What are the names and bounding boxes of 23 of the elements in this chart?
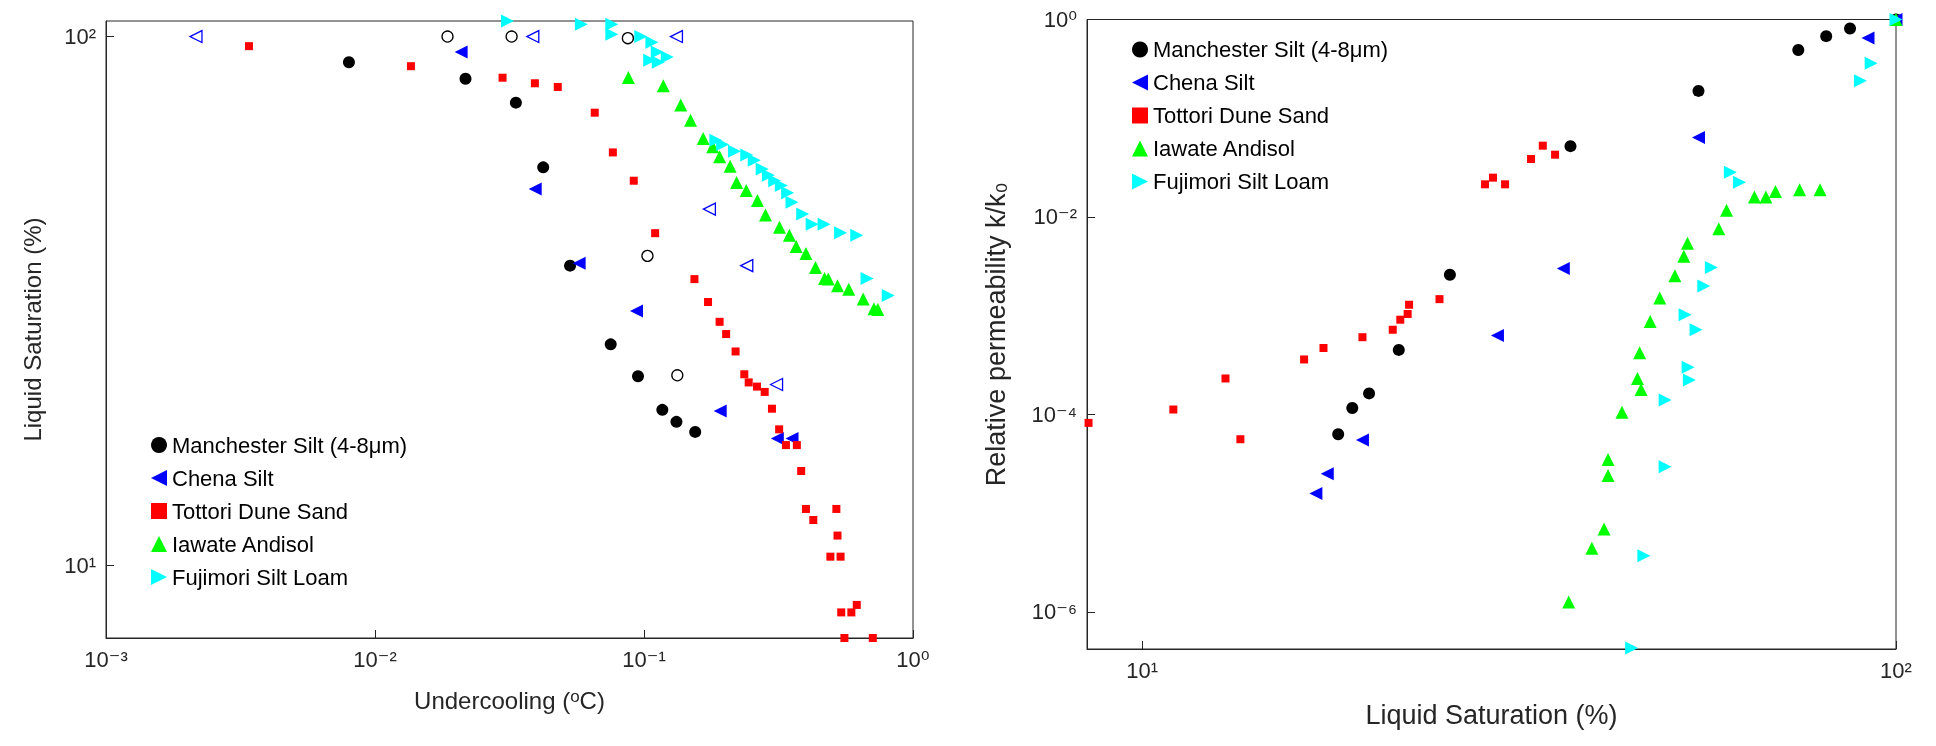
y-tick-label: 10⁻⁴ [1031, 401, 1077, 427]
x-tick-label: 10⁰ [896, 646, 930, 672]
legend-label: Chena Silt [1153, 70, 1255, 95]
y-tick-label: 10⁻⁶ [1031, 599, 1077, 625]
x-tick-label: 10¹ [1126, 657, 1159, 683]
x-tick-label: 10⁻¹ [622, 646, 666, 672]
legend-label: Tottori Dune Sand [172, 498, 349, 524]
y-tick-label: 10⁰ [1043, 7, 1078, 32]
legend-label: Fujimori Silt Loam [172, 564, 349, 590]
x-tick-label: 10² [1880, 657, 1912, 683]
y-axis-title: Liquid Saturation (%) [18, 217, 46, 442]
legend-label: Fujimori Silt Loam [1153, 169, 1330, 194]
legend-label: Chena Silt [172, 465, 274, 491]
y-axis-title: Relative permeability k/k₀ [980, 182, 1011, 487]
x-tick-label: 10⁻³ [84, 646, 128, 672]
legend-label: Iawate Andisol [1153, 136, 1295, 161]
legend-label: Manchester Silt (4-8μm) [172, 432, 408, 458]
legend-label: Tottori Dune Sand [1153, 103, 1330, 128]
legend-label: Manchester Silt (4-8μm) [1153, 37, 1389, 62]
x-axis-title: Liquid Saturation (%) [1365, 699, 1618, 730]
legend-label: Iawate Andisol [172, 531, 314, 557]
x-tick-label: 10⁻² [353, 646, 397, 672]
y-tick-label: 10⁻² [1033, 204, 1077, 230]
